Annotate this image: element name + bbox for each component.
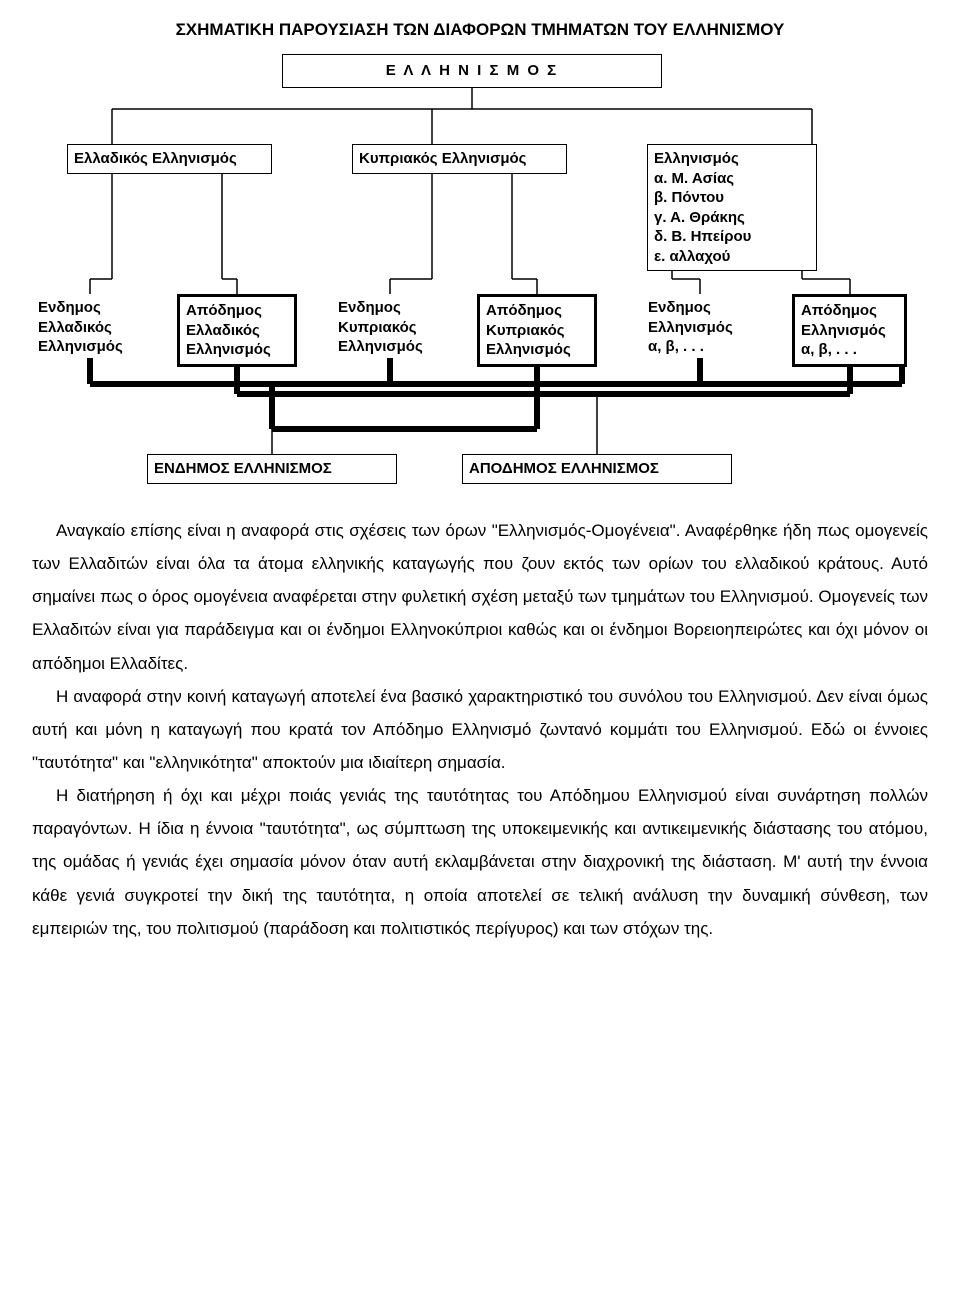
diagram-node-leaf3: ΕνδημοςΚυπριακόςΕλληνισμός xyxy=(332,294,447,361)
diagram-node-mid2: Κυπριακός Ελληνισμός xyxy=(352,144,567,174)
diagram-node-leaf4: ΑπόδημοςΚυπριακόςΕλληνισμός xyxy=(477,294,597,367)
page-title: ΣΧΗΜΑΤΙΚΗ ΠΑΡΟΥΣΙΑΣΗ ΤΩΝ ΔΙΑΦΟΡΩΝ ΤΜΗΜΑΤ… xyxy=(32,20,928,40)
diagram-node-leaf1: ΕνδημοςΕλλαδικόςΕλληνισμός xyxy=(32,294,147,361)
paragraph: Η διατήρηση ή όχι και μέχρι ποιάς γενιάς… xyxy=(32,779,928,945)
org-diagram: Ε Λ Λ Η Ν Ι Σ Μ Ο Σ Ελλαδικός Ελληνισμός Κ… xyxy=(32,54,928,494)
diagram-node-mid1: Ελλαδικός Ελληνισμός xyxy=(67,144,272,174)
diagram-node-mid3: Ελληνισμόςα. Μ. Ασίαςβ. Πόντουγ. Α. Θράκ… xyxy=(647,144,817,271)
diagram-node-root: Ε Λ Λ Η Ν Ι Σ Μ Ο Σ xyxy=(282,54,662,88)
diagram-node-leaf5: ΕνδημοςΕλληνισμόςα, β, . . . xyxy=(642,294,757,361)
diagram-node-bot1: ΕΝΔΗΜΟΣ ΕΛΛΗΝΙΣΜΟΣ xyxy=(147,454,397,484)
paragraph: Η αναφορά στην κοινή καταγωγή αποτελεί έ… xyxy=(32,680,928,779)
diagram-node-bot2: ΑΠΟΔΗΜΟΣ ΕΛΛΗΝΙΣΜΟΣ xyxy=(462,454,732,484)
diagram-node-leaf2: ΑπόδημοςΕλλαδικόςΕλληνισμός xyxy=(177,294,297,367)
diagram-edges xyxy=(32,54,928,494)
diagram-node-leaf6: ΑπόδημοςΕλληνισμόςα, β, . . . xyxy=(792,294,907,367)
paragraph: Αναγκαίο επίσης είναι η αναφορά στις σχέ… xyxy=(32,514,928,680)
body-text: Αναγκαίο επίσης είναι η αναφορά στις σχέ… xyxy=(32,514,928,945)
